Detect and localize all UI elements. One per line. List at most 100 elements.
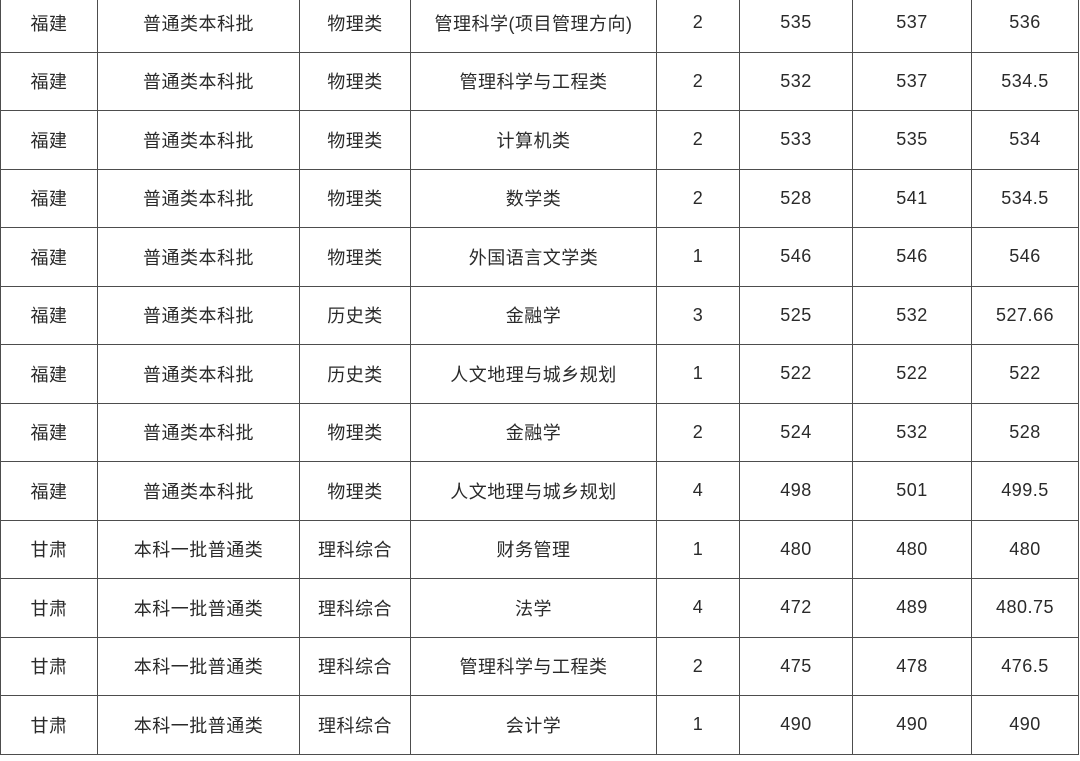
major-cell: 外国语言文学类 (411, 228, 656, 286)
subject-category-cell: 理科综合 (300, 579, 410, 637)
batch-cell: 本科一批普通类 (98, 520, 299, 578)
major-cell: 数学类 (411, 169, 656, 227)
max-score-cell: 537 (853, 52, 971, 110)
avg-score-cell: 476.5 (972, 637, 1078, 695)
avg-score-cell: 546 (972, 228, 1078, 286)
major-cell: 计算机类 (411, 111, 656, 169)
max-score-cell: 480 (853, 520, 971, 578)
admit-count-cell: 2 (657, 111, 739, 169)
batch-cell: 本科一批普通类 (98, 696, 299, 754)
min-score-cell: 533 (740, 111, 852, 169)
subject-category-cell: 物理类 (300, 52, 410, 110)
max-score-cell: 532 (853, 403, 971, 461)
batch-cell: 本科一批普通类 (98, 579, 299, 637)
subject-category-cell: 历史类 (300, 286, 410, 344)
subject-category-cell: 物理类 (300, 403, 410, 461)
batch-cell: 普通类本科批 (98, 462, 299, 520)
admit-count-cell: 4 (657, 462, 739, 520)
admit-count-cell: 1 (657, 345, 739, 403)
max-score-cell: 489 (853, 579, 971, 637)
max-score-cell: 541 (853, 169, 971, 227)
min-score-cell: 498 (740, 462, 852, 520)
major-cell: 会计学 (411, 696, 656, 754)
admit-count-cell: 2 (657, 403, 739, 461)
max-score-cell: 501 (853, 462, 971, 520)
province-cell: 福建 (1, 111, 97, 169)
min-score-cell: 522 (740, 345, 852, 403)
max-score-cell: 546 (853, 228, 971, 286)
major-cell: 人文地理与城乡规划 (411, 345, 656, 403)
province-cell: 甘肃 (1, 520, 97, 578)
subject-category-cell: 理科综合 (300, 637, 410, 695)
province-cell: 福建 (1, 169, 97, 227)
min-score-cell: 525 (740, 286, 852, 344)
avg-score-cell: 527.66 (972, 286, 1078, 344)
major-cell: 法学 (411, 579, 656, 637)
admit-count-cell: 2 (657, 637, 739, 695)
min-score-cell: 490 (740, 696, 852, 754)
subject-category-cell: 理科综合 (300, 696, 410, 754)
subject-category-cell: 物理类 (300, 169, 410, 227)
major-cell: 人文地理与城乡规划 (411, 462, 656, 520)
avg-score-cell: 534.5 (972, 169, 1078, 227)
batch-cell: 普通类本科批 (98, 0, 299, 52)
min-score-cell: 480 (740, 520, 852, 578)
batch-cell: 普通类本科批 (98, 169, 299, 227)
admit-count-cell: 1 (657, 696, 739, 754)
admit-count-cell: 4 (657, 579, 739, 637)
min-score-cell: 528 (740, 169, 852, 227)
admit-count-cell: 2 (657, 0, 739, 52)
admit-count-cell: 1 (657, 228, 739, 286)
avg-score-cell: 534.5 (972, 52, 1078, 110)
admit-count-cell: 3 (657, 286, 739, 344)
province-cell: 福建 (1, 52, 97, 110)
major-cell: 财务管理 (411, 520, 656, 578)
avg-score-cell: 480.75 (972, 579, 1078, 637)
province-cell: 甘肃 (1, 696, 97, 754)
max-score-cell: 532 (853, 286, 971, 344)
province-cell: 福建 (1, 228, 97, 286)
major-cell: 管理科学与工程类 (411, 637, 656, 695)
subject-category-cell: 物理类 (300, 111, 410, 169)
min-score-cell: 546 (740, 228, 852, 286)
avg-score-cell: 534 (972, 111, 1078, 169)
subject-category-cell: 物理类 (300, 228, 410, 286)
major-cell: 金融学 (411, 403, 656, 461)
admit-count-cell: 2 (657, 52, 739, 110)
min-score-cell: 475 (740, 637, 852, 695)
batch-cell: 普通类本科批 (98, 286, 299, 344)
admit-count-cell: 2 (657, 169, 739, 227)
batch-cell: 普通类本科批 (98, 52, 299, 110)
min-score-cell: 524 (740, 403, 852, 461)
province-cell: 甘肃 (1, 637, 97, 695)
batch-cell: 普通类本科批 (98, 403, 299, 461)
batch-cell: 普通类本科批 (98, 345, 299, 403)
min-score-cell: 532 (740, 52, 852, 110)
max-score-cell: 535 (853, 111, 971, 169)
province-cell: 福建 (1, 0, 97, 52)
min-score-cell: 535 (740, 0, 852, 52)
subject-category-cell: 理科综合 (300, 520, 410, 578)
max-score-cell: 537 (853, 0, 971, 52)
max-score-cell: 478 (853, 637, 971, 695)
subject-category-cell: 历史类 (300, 345, 410, 403)
admit-count-cell: 1 (657, 520, 739, 578)
batch-cell: 普通类本科批 (98, 111, 299, 169)
batch-cell: 普通类本科批 (98, 228, 299, 286)
subject-category-cell: 物理类 (300, 462, 410, 520)
province-cell: 甘肃 (1, 579, 97, 637)
major-cell: 金融学 (411, 286, 656, 344)
avg-score-cell: 490 (972, 696, 1078, 754)
major-cell: 管理科学(项目管理方向) (411, 0, 656, 52)
avg-score-cell: 522 (972, 345, 1078, 403)
major-cell: 管理科学与工程类 (411, 52, 656, 110)
province-cell: 福建 (1, 345, 97, 403)
avg-score-cell: 536 (972, 0, 1078, 52)
subject-category-cell: 物理类 (300, 0, 410, 52)
max-score-cell: 490 (853, 696, 971, 754)
province-cell: 福建 (1, 403, 97, 461)
avg-score-cell: 528 (972, 403, 1078, 461)
avg-score-cell: 499.5 (972, 462, 1078, 520)
province-cell: 福建 (1, 286, 97, 344)
